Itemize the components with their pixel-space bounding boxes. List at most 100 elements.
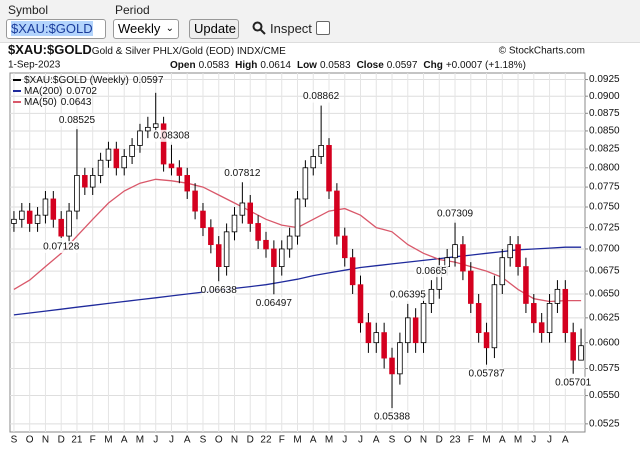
candle-body bbox=[208, 227, 214, 246]
legend-entry: MA(50) 0.0643 bbox=[24, 97, 92, 108]
period-select[interactable]: Weekly ⌄ bbox=[113, 19, 179, 39]
y-tick-label: 0.0725 bbox=[589, 222, 620, 233]
x-tick-label: J bbox=[169, 435, 174, 446]
x-tick-label: M bbox=[482, 435, 490, 446]
annotation-bg bbox=[469, 367, 504, 380]
candle-body bbox=[523, 266, 529, 304]
candle-body bbox=[255, 223, 261, 241]
x-tick-label: A bbox=[373, 435, 380, 446]
inspect-checkbox[interactable] bbox=[316, 21, 330, 35]
x-tick-label: A bbox=[121, 435, 128, 446]
candle-body bbox=[460, 244, 466, 272]
toolbar: Symbol $XAU:$GOLD Period Weekly ⌄ Update … bbox=[0, 0, 640, 43]
y-tick-label: 0.0925 bbox=[589, 74, 620, 85]
annotation-bg bbox=[414, 265, 449, 278]
candle-body bbox=[405, 317, 411, 344]
x-tick-label: J bbox=[358, 435, 363, 446]
candle-body bbox=[129, 145, 135, 157]
y-tick-label: 0.0700 bbox=[589, 244, 620, 255]
candle-body bbox=[349, 257, 356, 286]
x-tick-label: M bbox=[514, 435, 522, 446]
annotation: 0.0665 bbox=[416, 266, 447, 277]
candle-body bbox=[357, 284, 364, 324]
y-tick-label: 0.0525 bbox=[589, 418, 620, 429]
stat-value: 0.0597 bbox=[387, 60, 418, 71]
symbol-input[interactable]: $XAU:$GOLD bbox=[6, 19, 106, 39]
candle-body bbox=[546, 303, 553, 334]
candle-body bbox=[200, 210, 206, 229]
candle-body bbox=[365, 322, 372, 344]
y-tick-label: 0.0625 bbox=[589, 312, 620, 323]
chart-header: $XAU:$GOLDGold & Silver PHLX/Gold (EOD) … bbox=[8, 42, 286, 57]
candle-body bbox=[389, 357, 395, 375]
annotation: 0.05388 bbox=[374, 412, 411, 423]
label: Period bbox=[115, 3, 150, 17]
chevron: ⌄ bbox=[165, 23, 174, 34]
candle-body bbox=[152, 123, 159, 128]
candle-body bbox=[554, 288, 561, 304]
x-tick-label: 23 bbox=[449, 435, 461, 446]
legend-value: 0.0597 bbox=[133, 75, 164, 86]
stat-label: High bbox=[235, 60, 257, 71]
y-tick-label: 0.0600 bbox=[589, 337, 620, 348]
candle-body bbox=[215, 244, 222, 267]
y-tick-label: 0.0575 bbox=[589, 363, 620, 374]
candle-body bbox=[34, 214, 41, 224]
annotation-bg bbox=[390, 288, 425, 301]
annotation-bg bbox=[375, 411, 410, 424]
stat-value: 0.0614 bbox=[260, 60, 291, 71]
x-tick-label: S bbox=[389, 435, 396, 446]
candle-body bbox=[82, 175, 88, 188]
stats: Open 0.0583 High 0.0614 Low 0.0583 Close 0.0597… bbox=[170, 60, 526, 71]
button-text: Update bbox=[194, 21, 236, 36]
ma-line bbox=[13, 246, 582, 316]
input-value: $XAU:$GOLD bbox=[11, 21, 93, 36]
candle-body bbox=[483, 332, 490, 349]
stat-label: Low bbox=[297, 60, 317, 71]
symbol: $XAU:$GOLD bbox=[8, 42, 92, 57]
annotation: 0.08308 bbox=[153, 130, 190, 141]
candle-body bbox=[475, 303, 482, 334]
y-tick-label: 0.0825 bbox=[589, 144, 620, 155]
candle-body bbox=[160, 123, 167, 165]
annotation: 0.06497 bbox=[256, 298, 293, 309]
x-tick-label: S bbox=[200, 435, 207, 446]
candle-body bbox=[507, 244, 513, 259]
candle-body bbox=[452, 244, 458, 259]
y-tick-label: 0.0675 bbox=[589, 266, 620, 277]
stat-label: Chg bbox=[423, 60, 442, 71]
y-tick-label: 0.0850 bbox=[589, 126, 620, 137]
y-tick-label: 0.0750 bbox=[589, 202, 620, 213]
candle-body bbox=[531, 303, 537, 324]
candle-body bbox=[239, 202, 246, 216]
candle-body bbox=[97, 159, 104, 176]
candle-body bbox=[397, 342, 403, 375]
candle-body bbox=[11, 218, 17, 224]
candle-body bbox=[570, 332, 576, 361]
candle-body bbox=[428, 288, 435, 304]
annotation: 0.08525 bbox=[59, 115, 96, 126]
select-value: Weekly bbox=[118, 21, 161, 36]
candle-body bbox=[19, 210, 25, 220]
candle-body bbox=[318, 145, 324, 157]
legend-entry: MA(200) 0.0702 bbox=[24, 86, 97, 97]
x-tick-label: N bbox=[231, 435, 238, 446]
label: Inspect bbox=[270, 21, 312, 36]
candle-body bbox=[66, 210, 72, 237]
candle-body bbox=[326, 145, 332, 192]
update-button[interactable]: Update bbox=[189, 19, 239, 39]
annotation: 0.06638 bbox=[201, 285, 238, 296]
x-tick-label: N bbox=[42, 435, 49, 446]
candle-body bbox=[420, 303, 427, 344]
candle-body bbox=[145, 126, 151, 132]
stat-value: 0.0583 bbox=[320, 60, 351, 71]
y-tick-label: 0.0875 bbox=[589, 108, 620, 119]
x-tick-label: M bbox=[293, 435, 301, 446]
candle-body bbox=[310, 156, 317, 169]
candle-body bbox=[263, 239, 269, 250]
candle-body bbox=[42, 198, 49, 216]
stat-value: 0.0583 bbox=[199, 60, 230, 71]
x-tick-label: D bbox=[247, 435, 254, 446]
candle-body bbox=[223, 231, 230, 267]
x-tick-label: A bbox=[310, 435, 317, 446]
